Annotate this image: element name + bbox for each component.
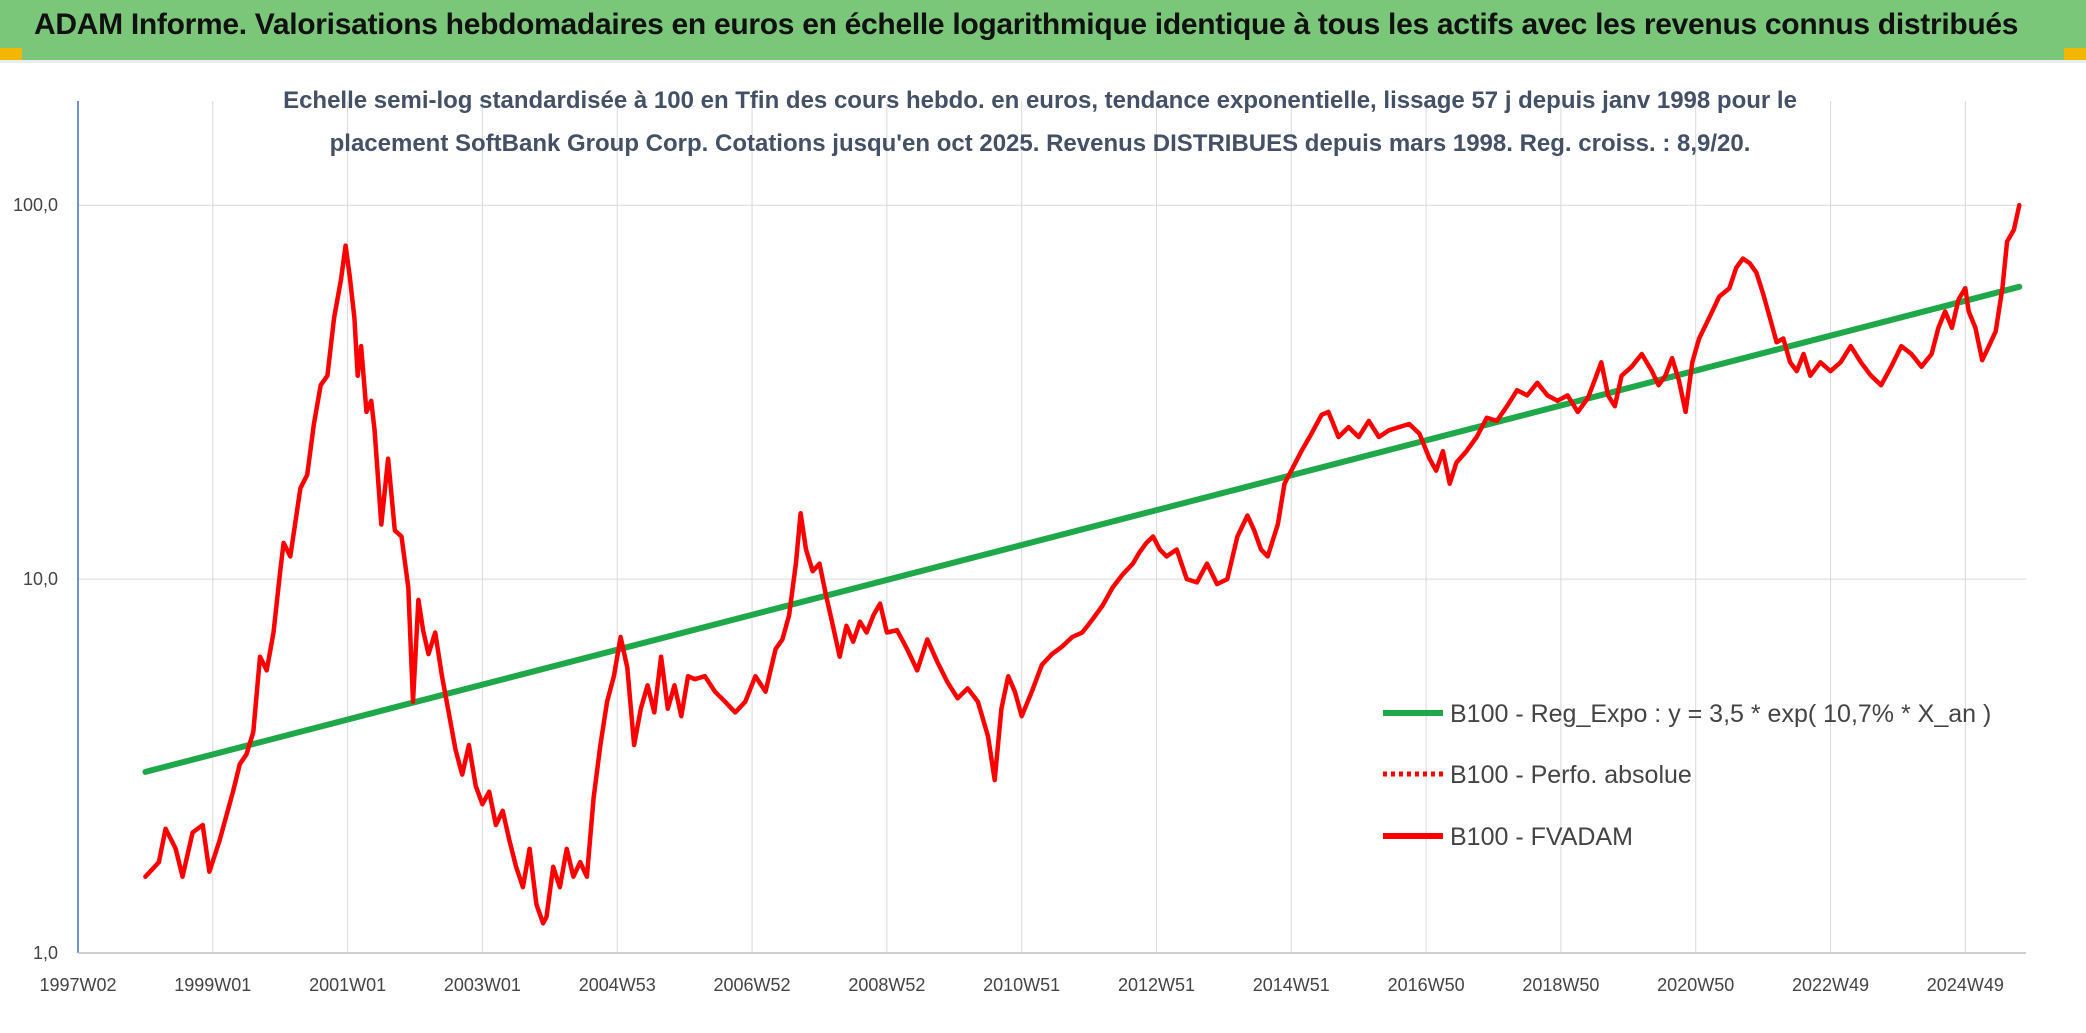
corner-marker-left [0,48,22,62]
chart-subtitle-line-2: placement SoftBank Group Corp. Cotations… [330,130,1751,157]
x-tick-label: 1997W02 [39,975,116,995]
x-tick-label: 2006W52 [714,975,791,995]
x-tick-label: 2001W01 [309,975,386,995]
series-line-fvadam [143,202,2022,926]
axis-layer: 1997W02 1999W01 2001W01 2003W01 2004W53 2006W… [13,101,2026,995]
x-tick-label: 2016W50 [1388,975,1465,995]
page-title: ADAM Informe. Valorisations hebdomadaire… [34,8,2019,41]
y-tick-label: 100,0 [13,195,58,215]
x-tick-label: 2012W51 [1118,975,1195,995]
x-tick-label: 2010W51 [983,975,1060,995]
legend: B100 - Reg_Expo : y = 3,5 * exp( 10,7% *… [1383,700,1991,851]
x-tick-label: 2018W50 [1522,975,1599,995]
corner-marker-right [2064,48,2086,62]
x-tick-label: 2004W53 [579,975,656,995]
chart-subtitle-line-1: Echelle semi-log standardisée à 100 en T… [283,87,1797,114]
x-tick-label: 2003W01 [444,975,521,995]
x-tick-label: 2008W52 [848,975,925,995]
y-tick-label: 1,0 [33,943,58,963]
grid-layer [78,101,2026,954]
x-tick-label: 2024W49 [1927,975,2004,995]
x-tick-label: 1999W01 [174,975,251,995]
x-tick-label: 2022W49 [1792,975,1869,995]
x-tick-label: 2014W51 [1253,975,1330,995]
series-layer [142,202,2023,926]
chart-area: 1997W02 1999W01 2001W01 2003W01 2004W53 2006W… [0,60,2086,1033]
chart-canvas: 1997W02 1999W01 2001W01 2003W01 2004W53 2006W… [13,87,2026,995]
y-tick-label: 10,0 [23,569,58,589]
x-tick-label: 2020W50 [1657,975,1734,995]
legend-label-trend: B100 - Reg_Expo : y = 3,5 * exp( 10,7% *… [1450,700,1991,728]
legend-label-fvadam: B100 - FVADAM [1450,823,1633,851]
trend-line [142,283,2023,775]
legend-label-perfo: B100 - Perfo. absolue [1450,761,1692,789]
header-bar: ADAM Informe. Valorisations hebdomadaire… [0,0,2086,60]
